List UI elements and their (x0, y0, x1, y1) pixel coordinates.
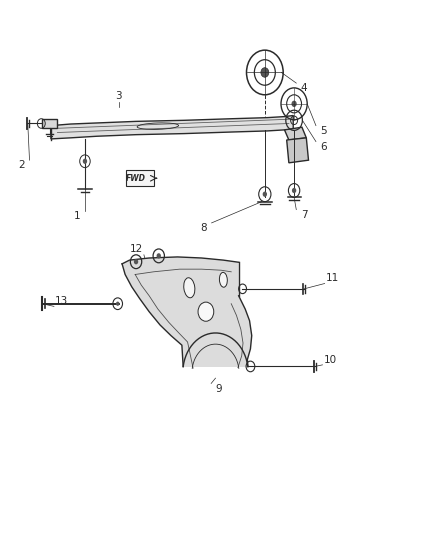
Circle shape (156, 253, 161, 259)
Text: 1: 1 (74, 211, 81, 221)
Circle shape (83, 159, 87, 164)
Text: 2: 2 (18, 160, 25, 171)
Polygon shape (287, 138, 308, 163)
Ellipse shape (184, 278, 195, 298)
Text: 10: 10 (324, 354, 337, 365)
Text: FWD: FWD (126, 174, 146, 183)
Polygon shape (285, 127, 306, 140)
Text: 5: 5 (321, 126, 327, 136)
Text: 3: 3 (115, 91, 122, 101)
Polygon shape (122, 257, 252, 367)
Circle shape (292, 188, 296, 193)
Text: 8: 8 (201, 223, 207, 233)
Circle shape (261, 68, 269, 77)
Text: 13: 13 (55, 296, 68, 306)
Text: 9: 9 (215, 384, 223, 394)
FancyBboxPatch shape (126, 170, 154, 185)
Polygon shape (42, 119, 57, 128)
Circle shape (198, 302, 214, 321)
Circle shape (291, 101, 297, 107)
Polygon shape (51, 116, 293, 139)
Ellipse shape (219, 272, 227, 287)
Text: 6: 6 (321, 142, 327, 152)
Text: 7: 7 (301, 210, 307, 220)
Circle shape (116, 302, 120, 306)
Circle shape (263, 191, 267, 197)
Text: 4: 4 (301, 83, 307, 93)
Text: 12: 12 (129, 245, 143, 254)
Text: 11: 11 (326, 273, 339, 283)
Circle shape (134, 259, 138, 264)
